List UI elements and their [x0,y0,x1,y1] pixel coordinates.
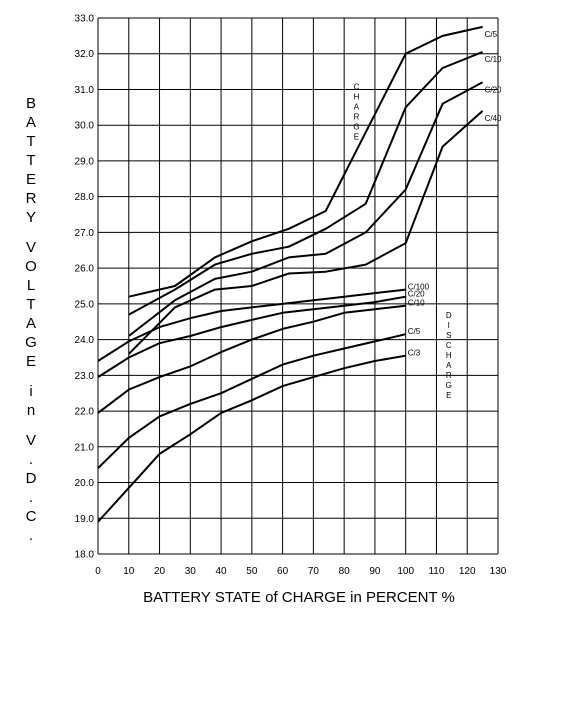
x-tick-label: 110 [428,566,444,577]
series-line [128,50,483,316]
y-tick-label: 21.0 [75,442,95,453]
y-tick-label: 33.0 [75,14,95,25]
series-line [97,304,406,414]
y-label-letter: T [26,296,35,313]
x-tick-label: 20 [154,566,166,577]
x-tick-label: 120 [459,566,476,577]
annotation-letter: E [354,132,359,141]
y-label-letter: R [26,190,37,207]
x-tick-label: 30 [185,566,197,577]
y-tick-label: 25.0 [75,299,95,310]
x-tick-label: 0 [95,566,101,577]
annotation-letter: H [354,92,360,101]
series-line [128,25,483,298]
y-label-letter: V [26,239,36,256]
annotation-letter: S [446,331,451,340]
annotation-letter: E [446,391,451,400]
y-tick-label: 18.0 [75,550,95,561]
series-label: C/20 [408,290,425,299]
y-tick-label: 22.0 [75,407,95,418]
series-line [128,110,484,355]
series-label: C/10 [485,55,502,64]
annotation-letter: G [353,122,359,131]
series-line [97,288,406,362]
y-label-letter: T [26,133,35,150]
y-label-letter: V [26,432,36,449]
annotation-letter: A [354,102,360,111]
x-tick-label: 70 [308,566,320,577]
y-tick-label: 27.0 [75,228,95,239]
y-label-letter: L [27,277,35,294]
y-tick-label: 24.0 [75,335,95,346]
y-tick-label: 20.0 [75,478,95,489]
y-tick-label: 31.0 [75,85,95,96]
y-tick-labels: 18.0 19.0 20.0 21.0 22.0 23.0 24.0 25.0 26.0 27.0… [75,14,95,561]
x-tick-label: 10 [123,566,135,577]
y-tick-label: 30.0 [75,121,95,132]
annotation: CHARGE [353,82,359,141]
y-label-letter: G [25,334,37,351]
x-tick-label: 100 [397,566,414,577]
y-label-letter: C [26,508,37,525]
y-label-letter: E [26,171,36,188]
y-label-letter: i [29,383,32,400]
x-tick-label: 40 [216,566,228,577]
series-label: C/10 [408,299,425,308]
annotation-letter: I [448,321,450,330]
x-tick-label: 50 [246,566,258,577]
series-line [97,295,406,378]
series-label: C/100 [408,283,430,292]
y-label-letter: n [27,402,35,419]
y-label-letter: O [25,258,37,275]
x-tick-label: 80 [339,566,351,577]
y-label-letter: D [26,470,37,487]
series-label: C/5 [408,327,421,336]
y-label-letter: B [26,95,36,112]
series-label: C/5 [485,30,498,39]
x-axis-label: BATTERY STATE of CHARGE in PERCENT % [143,589,455,606]
y-label-letter: . [29,527,33,544]
annotation-letter: R [354,112,360,121]
y-tick-label: 29.0 [75,156,95,167]
annotation-letter: C [354,82,360,91]
y-tick-label: 19.0 [75,514,95,525]
y-tick-label: 28.0 [75,192,95,203]
y-label-letter: . [29,489,33,506]
series-lines [97,25,484,523]
y-label-letter: . [29,451,33,468]
x-tick-label: 90 [369,566,381,577]
series-label: C/20 [485,85,502,94]
series-line [97,333,406,469]
y-label-letter: Y [26,209,36,226]
y-label-letter: A [26,315,36,332]
x-tick-labels: 0 10 20 30 40 50 60 70 80 90 100 110 120 130 [95,566,507,577]
y-tick-label: 32.0 [75,49,95,60]
annotation-letter: H [446,351,452,360]
y-tick-label: 26.0 [75,264,95,275]
x-tick-label: 60 [277,566,289,577]
annotation-letter: D [446,311,452,320]
y-label-letter: E [26,353,36,370]
x-tick-label: 130 [490,566,507,577]
series-label: C/40 [485,114,502,123]
series-line [97,354,406,523]
grid [97,17,499,555]
series-label: C/3 [408,349,421,358]
y-tick-label: 23.0 [75,371,95,382]
y-label-letter: A [26,114,36,131]
annotation-letter: A [446,361,452,370]
y-label-letter: T [26,152,35,169]
annotation-letter: C [446,341,452,350]
series-line [128,81,484,337]
annotation-letter: G [446,381,452,390]
annotation-letter: R [446,371,452,380]
